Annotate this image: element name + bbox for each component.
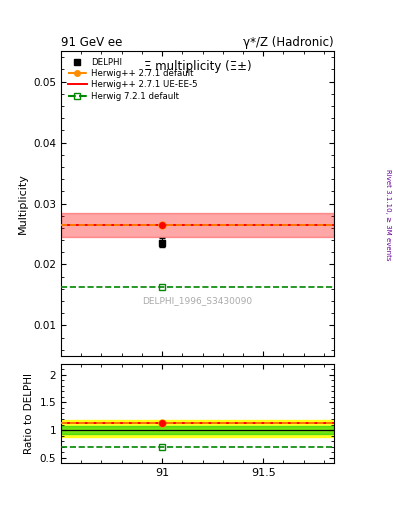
Legend: DELPHI, Herwig++ 2.7.1 default, Herwig++ 2.7.1 UE-EE-5, Herwig 7.2.1 default: DELPHI, Herwig++ 2.7.1 default, Herwig++… <box>65 55 200 103</box>
Text: γ*/Z (Hadronic): γ*/Z (Hadronic) <box>243 36 334 49</box>
Bar <box>61 212 334 237</box>
Bar <box>61 426 334 434</box>
Text: Rivet 3.1.10, ≥ 3M events: Rivet 3.1.10, ≥ 3M events <box>385 169 391 261</box>
Y-axis label: Multiplicity: Multiplicity <box>18 173 28 234</box>
Bar <box>61 420 334 437</box>
Text: DELPHI_1996_S3430090: DELPHI_1996_S3430090 <box>142 296 253 306</box>
Text: 91 GeV ee: 91 GeV ee <box>61 36 122 49</box>
Text: Ξ multiplicity (Ξ±): Ξ multiplicity (Ξ±) <box>144 60 251 73</box>
Y-axis label: Ratio to DELPHI: Ratio to DELPHI <box>24 373 34 454</box>
